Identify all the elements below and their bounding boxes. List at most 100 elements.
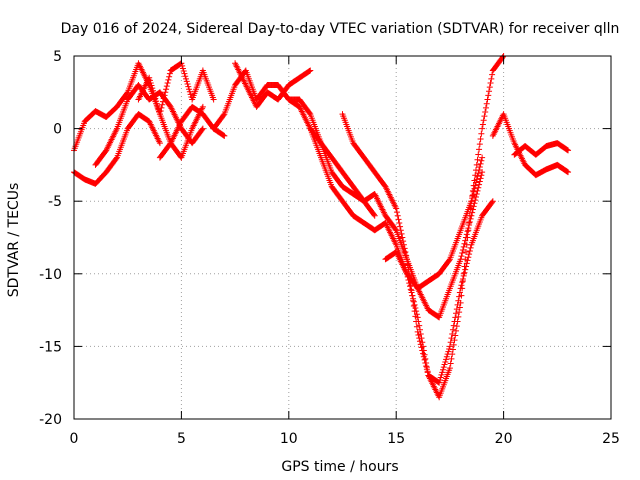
data-point bbox=[455, 297, 462, 304]
data-point bbox=[453, 310, 460, 317]
data-point bbox=[456, 289, 463, 296]
data-point bbox=[146, 77, 153, 84]
data-point bbox=[152, 95, 159, 102]
data-point bbox=[394, 212, 401, 219]
data-point bbox=[481, 113, 488, 120]
x-tick-label: 25 bbox=[602, 431, 620, 447]
data-point bbox=[199, 126, 206, 133]
data-point bbox=[404, 261, 411, 268]
data-point bbox=[469, 195, 476, 202]
data-point bbox=[453, 306, 460, 313]
data-point bbox=[156, 140, 163, 147]
data-point bbox=[482, 109, 489, 116]
data-point bbox=[403, 256, 410, 263]
data-point bbox=[164, 79, 171, 86]
data-point bbox=[419, 347, 426, 354]
data-point bbox=[166, 73, 173, 80]
data-point bbox=[414, 328, 421, 335]
series-track-b bbox=[71, 111, 163, 187]
data-point bbox=[463, 249, 470, 256]
data-point bbox=[220, 132, 227, 139]
data-point bbox=[446, 257, 453, 264]
data-point bbox=[439, 366, 446, 373]
y-tick-label: -15 bbox=[39, 339, 62, 355]
data-point bbox=[489, 71, 496, 78]
data-point bbox=[147, 79, 154, 86]
data-point bbox=[210, 96, 217, 103]
data-point bbox=[476, 167, 483, 174]
data-point bbox=[486, 84, 493, 91]
data-point bbox=[150, 87, 157, 94]
data-point bbox=[183, 78, 190, 85]
data-point bbox=[393, 205, 400, 212]
data-point bbox=[465, 225, 472, 232]
data-point bbox=[183, 75, 190, 82]
data-point bbox=[393, 209, 400, 216]
x-tick-label: 0 bbox=[70, 431, 79, 447]
data-point bbox=[449, 326, 456, 333]
plot-frame bbox=[73, 55, 612, 420]
data-point bbox=[449, 346, 456, 353]
y-tick-label: 5 bbox=[53, 49, 62, 65]
x-tick-label: 10 bbox=[280, 431, 298, 447]
data-point bbox=[444, 351, 451, 358]
data-point bbox=[163, 86, 170, 93]
data-point bbox=[565, 147, 572, 154]
data-point bbox=[370, 211, 377, 218]
data-point bbox=[456, 309, 463, 316]
x-tick-label: 5 bbox=[177, 431, 186, 447]
data-point bbox=[413, 318, 420, 325]
data-point bbox=[443, 353, 450, 360]
data-point bbox=[470, 203, 477, 210]
data-point bbox=[477, 135, 484, 142]
data-point bbox=[466, 247, 473, 254]
data-point bbox=[182, 73, 189, 80]
data-point bbox=[499, 54, 506, 61]
y-tick-label: 0 bbox=[53, 122, 62, 138]
data-point bbox=[424, 369, 431, 376]
data-point bbox=[453, 327, 460, 334]
data-point bbox=[423, 363, 430, 370]
data-point bbox=[306, 110, 313, 117]
data-point bbox=[398, 230, 405, 237]
data-point bbox=[410, 302, 417, 309]
data-point bbox=[483, 100, 490, 107]
tick-marks bbox=[73, 55, 612, 420]
data-point bbox=[162, 89, 169, 96]
series-track-g bbox=[210, 67, 378, 219]
data-point bbox=[151, 92, 158, 99]
data-point bbox=[401, 245, 408, 252]
data-point bbox=[462, 266, 469, 273]
data-point bbox=[416, 338, 423, 345]
data-point bbox=[113, 155, 120, 162]
data-point bbox=[480, 117, 487, 124]
data-point bbox=[470, 188, 477, 195]
data-point bbox=[154, 103, 161, 110]
data-point bbox=[468, 198, 475, 205]
data-point bbox=[395, 216, 402, 223]
data-point bbox=[465, 254, 472, 261]
data-point bbox=[457, 285, 464, 292]
data-point bbox=[475, 151, 482, 158]
data-point bbox=[411, 308, 418, 315]
data-point bbox=[466, 251, 473, 258]
data-point bbox=[397, 227, 404, 234]
data-point bbox=[466, 218, 473, 225]
data-point bbox=[443, 356, 450, 363]
data-point bbox=[153, 98, 160, 105]
data-point bbox=[411, 301, 418, 308]
data-point bbox=[418, 344, 425, 351]
x-tick-label: 20 bbox=[495, 431, 513, 447]
data-points bbox=[71, 53, 572, 401]
data-point bbox=[479, 169, 486, 176]
data-point bbox=[456, 293, 463, 300]
data-point bbox=[565, 169, 572, 176]
data-point bbox=[472, 197, 479, 204]
data-point bbox=[447, 360, 454, 367]
data-point bbox=[392, 226, 399, 233]
data-point bbox=[220, 112, 227, 119]
data-point bbox=[455, 313, 462, 320]
data-point bbox=[479, 125, 486, 132]
data-point bbox=[466, 222, 473, 229]
data-point bbox=[179, 62, 186, 69]
